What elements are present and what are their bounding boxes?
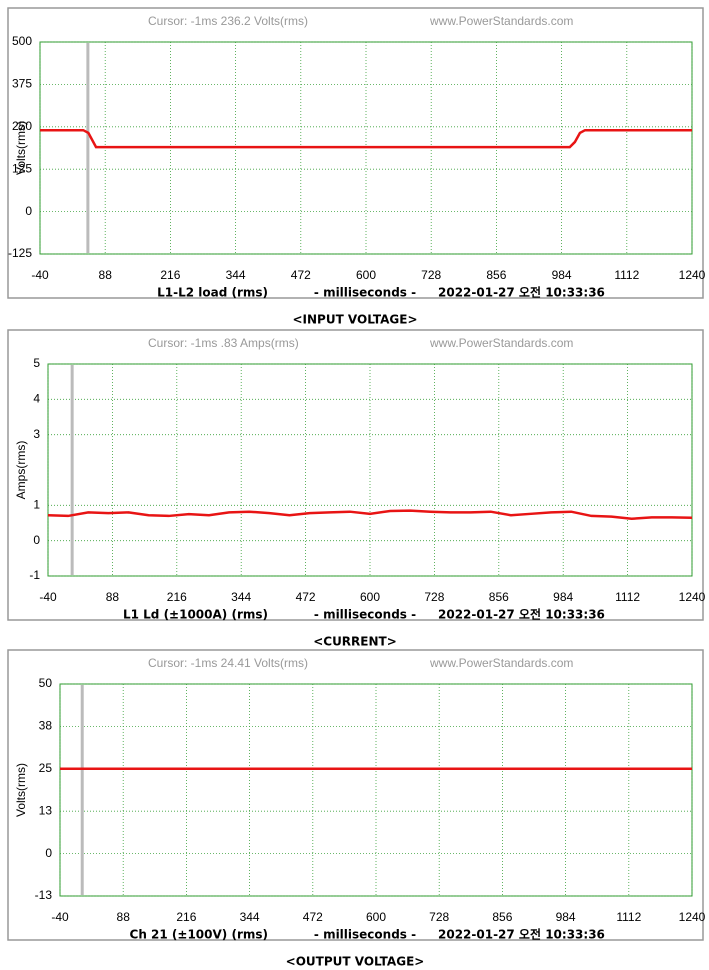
channel-label: Ch 21 (±100V) (rms) [130,928,268,942]
x-tick-label: 472 [303,910,323,924]
x-tick-label: 88 [117,910,131,924]
x-tick-label: 856 [492,910,512,924]
x-tick-label: 216 [160,268,180,282]
x-tick-label: -40 [39,590,57,604]
timestamp: 2022-01-27 오전 10:33:36 [438,927,605,942]
x-tick-label: 1112 [614,268,639,282]
y-tick-label: 500 [12,34,32,48]
x-tick-label: 728 [424,590,444,604]
y-tick-label: -13 [35,888,53,902]
y-axis-label: Amps(rms) [14,441,28,500]
cursor-text: Cursor: -1ms .83 Amps(rms) [148,336,299,350]
x-tick-label: 1112 [615,590,640,604]
site-text: www.PowerStandards.com [429,14,573,28]
panel-caption: <INPUT VOLTAGE> [292,313,417,327]
y-tick-label: 5 [33,356,40,370]
x-tick-label: 1240 [679,268,706,282]
x-tick-label: 472 [291,268,311,282]
x-tick-label: -40 [31,268,49,282]
y-tick-label: 25 [39,761,53,775]
panel-caption: <CURRENT> [313,635,397,649]
y-tick-label: 38 [39,719,53,733]
x-axis-label: - milliseconds - [314,286,416,300]
y-tick-label: 125 [12,161,32,175]
timestamp: 2022-01-27 오전 10:33:36 [438,285,605,300]
x-tick-label: 856 [486,268,506,282]
x-tick-label: 472 [296,590,316,604]
x-axis-label: - milliseconds - [314,608,416,622]
x-tick-label: 216 [176,910,196,924]
y-tick-label: 0 [33,533,40,547]
y-tick-label: -125 [8,246,32,260]
x-tick-label: 344 [226,268,246,282]
x-tick-label: 216 [167,590,187,604]
cursor-text: Cursor: -1ms 24.41 Volts(rms) [148,656,308,670]
x-tick-label: 856 [489,590,509,604]
y-tick-label: 3 [33,427,40,441]
x-tick-label: 728 [421,268,441,282]
x-tick-label: 984 [553,590,573,604]
y-axis-label: Volts(rms) [14,763,28,817]
y-axis-label: Volts(rms) [14,121,28,175]
x-tick-label: 728 [429,910,449,924]
x-tick-label: 1240 [679,590,706,604]
x-tick-label: -40 [51,910,69,924]
y-tick-label: 4 [33,392,40,406]
y-tick-label: 1 [33,498,40,512]
x-tick-label: 600 [360,590,380,604]
x-tick-label: 88 [106,590,120,604]
y-tick-label: 0 [45,846,52,860]
data-line [47,509,693,521]
x-axis-label: - milliseconds - [314,928,416,942]
x-tick-label: 600 [356,268,376,282]
channel-label: L1-L2 load (rms) [157,286,268,300]
channel-label: L1 Ld (±1000A) (rms) [123,608,268,622]
x-tick-label: 88 [99,268,113,282]
x-tick-label: 1240 [679,910,706,924]
y-tick-label: 50 [39,676,53,690]
x-tick-label: 984 [556,910,576,924]
cursor-text: Cursor: -1ms 236.2 Volts(rms) [148,14,308,28]
y-tick-label: 0 [25,204,32,218]
timestamp: 2022-01-27 오전 10:33:36 [438,607,605,622]
site-text: www.PowerStandards.com [429,336,573,350]
x-tick-label: 344 [240,910,260,924]
y-tick-label: 13 [39,803,53,817]
x-tick-label: 1112 [616,910,641,924]
y-tick-label: 250 [12,119,32,133]
panel-caption: <OUTPUT VOLTAGE> [286,955,425,969]
x-tick-label: 600 [366,910,386,924]
data-line [40,128,692,149]
y-tick-label: -1 [29,568,40,582]
site-text: www.PowerStandards.com [429,656,573,670]
x-tick-label: 984 [552,268,572,282]
y-tick-label: 375 [12,77,32,91]
x-tick-label: 344 [231,590,251,604]
